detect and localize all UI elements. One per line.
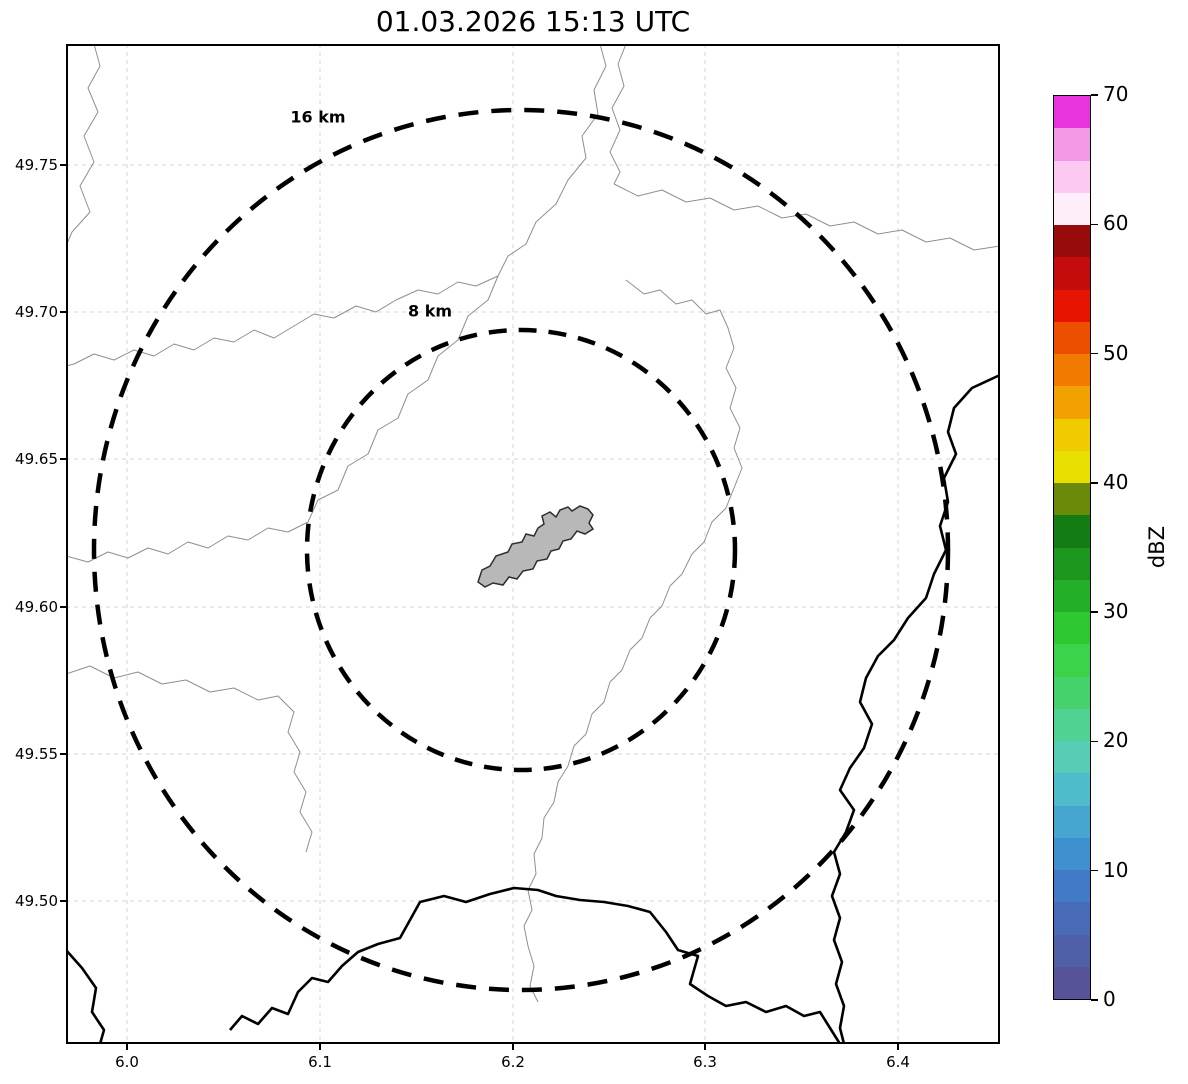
range-ring-8km: [304, 327, 738, 773]
colorbar-band: [1054, 160, 1090, 193]
y-tick-label: 49.70: [15, 303, 58, 321]
range-ring-label-8km: 8 km: [407, 301, 453, 321]
y-tick-label: 49.75: [15, 156, 58, 174]
colorbar-tick-label: 10: [1103, 857, 1129, 882]
colorbar-tick-mark: [1091, 482, 1098, 484]
admin-boundary-lines: [66, 44, 1000, 1003]
admin-line: [66, 275, 499, 563]
colorbar-band: [1054, 547, 1090, 580]
admin-line: [613, 183, 1000, 251]
range-ring-16km: [91, 107, 951, 993]
y-tick-mark: [60, 311, 66, 313]
colorbar-tick-label: 70: [1103, 82, 1129, 106]
colorbar-tick-label: 60: [1103, 211, 1129, 236]
x-tick-mark: [897, 1044, 899, 1050]
x-tick-label: 6.4: [886, 1053, 910, 1071]
colorbar-band: [1054, 708, 1090, 741]
plot-frame: [66, 44, 1000, 1044]
colorbar-band: [1054, 192, 1090, 225]
map-canvas: [66, 44, 1000, 1044]
colorbar-tick-mark: [1091, 611, 1098, 613]
y-tick-label: 49.65: [15, 450, 58, 468]
colorbar-tick-mark: [1091, 94, 1098, 96]
colorbar-band: [1054, 321, 1090, 354]
colorbar-band: [1054, 483, 1090, 516]
colorbar-band: [1054, 579, 1090, 612]
colorbar-tick-label: 30: [1103, 599, 1129, 624]
colorbar-band: [1054, 128, 1090, 161]
x-tick-mark: [126, 1044, 128, 1050]
y-tick-label: 49.50: [15, 892, 58, 910]
border-southwest: [66, 949, 106, 1044]
colorbar-band: [1054, 741, 1090, 774]
colorbar-band: [1054, 354, 1090, 387]
x-tick-label: 6.1: [308, 1053, 332, 1071]
x-tick-mark: [704, 1044, 706, 1050]
admin-line: [523, 279, 743, 1003]
border-south: [229, 886, 842, 1044]
colorbar-band: [1054, 870, 1090, 903]
colorbar-band: [1054, 966, 1090, 999]
colorbar-tick-label: 20: [1103, 728, 1129, 753]
y-tick-mark: [60, 606, 66, 608]
colorbar-tick-label: 40: [1103, 469, 1129, 494]
colorbar-band: [1054, 225, 1090, 258]
colorbar-band: [1054, 902, 1090, 935]
colorbar-band: [1054, 773, 1090, 806]
colorbar-band: [1054, 644, 1090, 677]
colorbar-tick-mark: [1091, 223, 1098, 226]
colorbar-tick-label: 0: [1103, 987, 1116, 1011]
colorbar-band: [1054, 837, 1090, 870]
city-area-polygon: [477, 505, 595, 588]
x-tick-label: 6.0: [115, 1053, 139, 1071]
colorbar-tick-mark: [1091, 352, 1098, 355]
y-tick-mark: [60, 753, 66, 755]
colorbar-band: [1054, 418, 1090, 451]
x-tick-label: 6.2: [501, 1053, 525, 1071]
colorbar-band: [1054, 386, 1090, 419]
y-tick-mark: [60, 900, 66, 902]
plot-title: 01.03.2026 15:13 UTC: [375, 5, 691, 38]
colorbar-tick-mark: [1091, 869, 1098, 872]
y-tick-label: 49.60: [15, 598, 58, 616]
grid-lines: [66, 44, 1000, 1044]
colorbar-tick-mark: [1091, 740, 1098, 743]
range-rings: [91, 107, 951, 993]
colorbar-band: [1054, 96, 1090, 129]
colorbar-band: [1054, 676, 1090, 709]
x-tick-mark: [512, 1044, 514, 1050]
colorbar-tick-label: 50: [1103, 340, 1129, 365]
colorbar-band: [1054, 515, 1090, 548]
colorbar-band: [1054, 612, 1090, 645]
colorbar: [1053, 95, 1091, 1000]
colorbar-band: [1054, 450, 1090, 483]
admin-line: [66, 665, 313, 853]
colorbar-band: [1054, 257, 1090, 290]
colorbar-tick-mark: [1091, 999, 1098, 1001]
y-tick-mark: [60, 164, 66, 166]
colorbar-band: [1054, 805, 1090, 838]
colorbar-band: [1054, 289, 1090, 322]
colorbar-axis-label: dBZ: [1145, 525, 1169, 569]
national-border-lines: [66, 373, 1000, 1044]
x-tick-label: 6.3: [693, 1053, 717, 1071]
range-ring-label-16km: 16 km: [290, 107, 346, 127]
admin-line: [66, 44, 607, 367]
x-tick-mark: [319, 1044, 321, 1050]
y-tick-label: 49.55: [15, 745, 58, 763]
colorbar-band: [1054, 934, 1090, 967]
admin-line: [609, 44, 627, 185]
admin-line: [66, 44, 101, 247]
y-tick-mark: [60, 458, 66, 460]
border-east: [830, 373, 1000, 1044]
